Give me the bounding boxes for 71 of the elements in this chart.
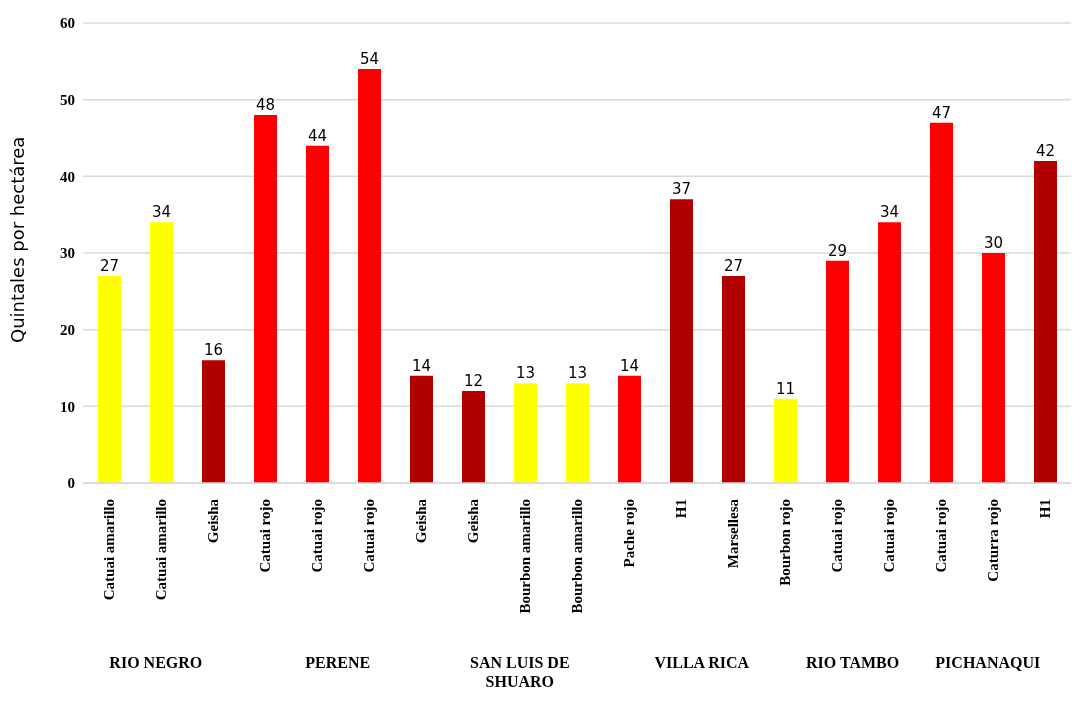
bar [566,383,589,483]
bar [98,276,121,483]
data-label: 11 [775,379,796,398]
x-tick-label: Catuai rojo [829,499,845,573]
x-tick-label: Catuai rojo [309,499,325,573]
data-label: 42 [1035,142,1056,160]
data-label: 47 [931,103,952,122]
y-tick-label: 20 [60,321,75,338]
text: RIO NEGRO [108,653,204,672]
data-label: 44 [307,126,328,145]
x-tick-label: Catuai rojo [881,499,897,573]
y-tick-label: 40 [60,168,75,185]
x-tick-label: Geisha [465,498,481,544]
text: VILLA RICA [653,653,751,672]
bar [722,276,745,483]
y-tick-label: 30 [60,245,75,262]
x-tick-label: Catuai rojo [361,499,377,573]
data-label: 30 [983,234,1004,252]
x-tick-label: Catuai rojo [933,499,949,573]
data-label: 29 [827,241,848,260]
x-tick-label: H1 [1037,499,1053,519]
data-label: 16 [203,341,224,360]
data-label: 14 [411,356,432,375]
data-label: 12 [463,372,484,390]
bar [982,253,1005,483]
data-label: 13 [567,364,588,383]
x-tick-label: Bourbon amarillo [517,499,533,614]
text: RIO TAMBO [805,653,901,672]
bar [774,398,797,483]
x-tick-label: H1 [673,499,689,519]
x-tick-label: Bourbon amarillo [569,499,585,614]
x-tick-label: Geisha [205,498,221,544]
x-tick-label: Marsellesa [725,498,741,569]
bar [254,115,277,483]
data-label: 34 [151,203,172,222]
y-axis-title: Quintales por hectárea [7,136,29,343]
data-label: 14 [619,356,640,375]
y-tick-label: 0 [67,475,75,492]
data-label: 27 [99,257,120,275]
y-tick-label: 60 [60,15,75,32]
data-label: 37 [671,180,692,199]
x-tick-label: Bourbon rojo [777,499,793,586]
text: SAN LUIS DE SHUARO [469,653,571,691]
bar [306,145,329,483]
bar [358,69,381,483]
x-tick-label: Geisha [413,498,429,544]
x-tick-label: Catuai rojo [257,499,273,573]
x-tick-label: Catuai amarillo [153,499,169,601]
data-label: 48 [255,96,276,114]
bar [202,360,225,483]
x-tick-label: Caturra rojo [985,499,1001,582]
data-label: 13 [515,364,536,383]
data-label: 34 [879,203,900,222]
bar [826,260,849,483]
bar [410,375,433,483]
data-label: 54 [359,50,380,68]
bar [514,383,537,483]
bar [462,391,485,483]
bar [150,222,173,483]
bar [930,122,953,483]
bar [670,199,693,483]
bar [618,375,641,483]
y-tick-label: 10 [60,398,75,415]
data-label: 27 [723,257,744,275]
y-tick-label: 50 [60,91,75,108]
text: PICHANAQUI [934,653,1042,672]
x-tick-label: Catuai amarillo [101,499,117,601]
bar [1034,161,1057,483]
x-tick-label: Pache rojo [621,499,637,568]
text: PERENE [304,653,372,672]
bar [878,222,901,483]
